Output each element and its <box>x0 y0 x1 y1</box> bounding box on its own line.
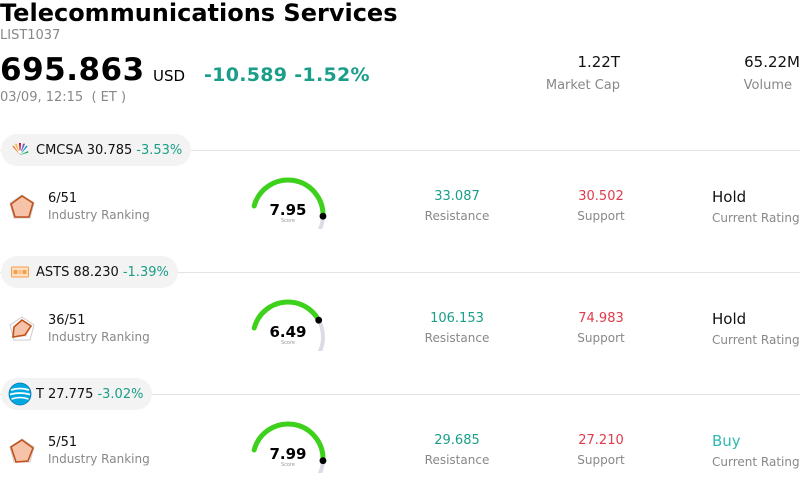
support-label: Support <box>577 209 625 223</box>
support-value: 74.983 <box>578 311 624 326</box>
resistance-label: Resistance <box>424 331 490 345</box>
page-title: Telecommunications Services <box>0 0 398 27</box>
current-rating: Hold <box>712 310 747 328</box>
score-value: 7.99 <box>269 445 307 463</box>
industry-rank-label: Industry Ranking <box>48 208 150 222</box>
industry-rank-label: Industry Ranking <box>48 330 150 344</box>
index-code: LIST1037 <box>0 28 61 43</box>
score-label: Score <box>280 218 295 224</box>
support-label: Support <box>577 453 625 467</box>
stock-change: -1.39% <box>122 264 169 280</box>
market-cap-label: Market Cap <box>545 78 620 93</box>
divider <box>0 272 800 273</box>
currency-label: USD <box>153 67 186 85</box>
volume-label: Volume <box>743 78 792 93</box>
score-gauge: 7.99 Score <box>242 421 334 486</box>
radar-chart-icon <box>9 316 35 341</box>
stock-pill[interactable]: CMCSA 30.785 -3.53% <box>1 134 192 166</box>
nbc-peacock-icon <box>10 140 30 160</box>
current-rating-label: Current Rating <box>712 455 800 469</box>
resistance-label: Resistance <box>424 453 490 467</box>
index-change: -10.589 -1.52% <box>204 64 370 86</box>
stock-change: -3.53% <box>136 142 183 158</box>
stock-ticker: T <box>36 386 44 402</box>
radar-chart-icon <box>9 438 35 463</box>
current-rating-label: Current Rating <box>712 333 800 347</box>
current-rating: Hold <box>712 188 747 206</box>
ast-spacemobile-icon <box>10 262 30 282</box>
resistance-value: 33.087 <box>434 189 480 204</box>
stock-ticker: CMCSA <box>36 142 83 158</box>
radar-chart-icon <box>9 194 35 219</box>
stock-change: -3.02% <box>97 386 144 402</box>
industry-rank: 5/51 <box>48 435 78 450</box>
divider <box>0 394 800 395</box>
current-rating: Buy <box>712 432 741 450</box>
timestamp: 03/09, 12:15 ( ET ) <box>0 90 127 105</box>
support-value: 27.210 <box>578 433 624 448</box>
stock-pill[interactable]: T 27.775 -3.02% <box>1 378 153 410</box>
market-cap-value: 1.22T <box>577 53 620 71</box>
index-price: 695.863 <box>0 52 145 88</box>
change-percent: -1.52% <box>294 64 370 86</box>
industry-rank-label: Industry Ranking <box>48 452 150 466</box>
current-rating-label: Current Rating <box>712 211 800 225</box>
volume-value: 65.22M <box>744 53 800 71</box>
support-label: Support <box>577 331 625 345</box>
stock-price: 88.230 <box>73 264 119 280</box>
att-globe-icon <box>8 382 32 406</box>
stock-ticker: ASTS <box>36 264 70 280</box>
score-label: Score <box>280 340 295 346</box>
resistance-value: 106.153 <box>430 311 484 326</box>
industry-rank: 36/51 <box>48 313 86 328</box>
resistance-label: Resistance <box>424 209 490 223</box>
industry-rank: 6/51 <box>48 191 78 206</box>
stock-pill[interactable]: ASTS 88.230 -1.39% <box>1 256 178 288</box>
support-value: 30.502 <box>578 189 624 204</box>
score-label: Score <box>280 462 295 468</box>
score-value: 7.95 <box>269 201 307 219</box>
stock-price: 30.785 <box>86 142 133 158</box>
resistance-value: 29.685 <box>434 433 480 448</box>
stock-price: 27.775 <box>47 386 94 402</box>
change-value: -10.589 <box>204 64 288 86</box>
score-gauge: 6.49 Score <box>242 299 334 364</box>
divider <box>0 150 800 151</box>
score-gauge: 7.95 Score <box>242 177 334 242</box>
score-value: 6.49 <box>269 323 307 341</box>
